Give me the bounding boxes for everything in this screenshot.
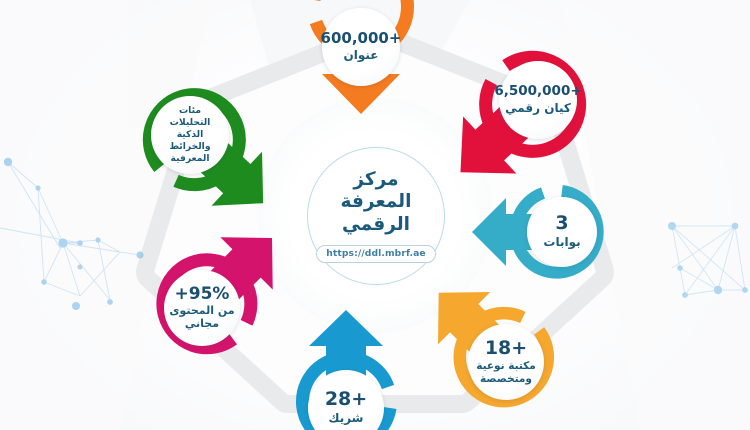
- node-libraries[interactable]: 18+ مكتبة نوعية ومتخصصة: [420, 291, 580, 430]
- node-entities[interactable]: 6,500,000+ كيان رقمي: [450, 40, 600, 185]
- node-analytics-label-line2: التحليلات: [169, 117, 211, 129]
- node-partners-number: 28+: [324, 388, 368, 411]
- node-analytics-label-line5: المعرفية: [170, 152, 210, 164]
- node-free-content-label-line2: مجاني: [184, 316, 220, 330]
- node-free-content-label-line1: من المحتوى: [169, 303, 235, 317]
- node-analytics-label-line4: والخرائط: [169, 140, 211, 152]
- node-libraries-label-line1: مكتبة نوعية: [476, 360, 536, 373]
- node-portals-bubble: 3 بوابات: [527, 197, 597, 267]
- node-free-content-number: +95%: [174, 283, 230, 304]
- network-graph-right: [668, 222, 748, 298]
- node-entities-bubble: 6,500,000+ كيان رقمي: [494, 61, 582, 139]
- node-analytics-bubble: مئات التحليلات الذكية والخرائط المعرفية: [151, 96, 229, 174]
- network-graph-left: [0, 157, 144, 310]
- node-libraries-label: مكتبة نوعية ومتخصصة: [476, 360, 536, 385]
- node-portals-label: بوابات: [543, 235, 581, 250]
- node-free-content-label: من المحتوى مجاني: [169, 303, 235, 331]
- center-url-badge[interactable]: https://ddl.mbrf.ae: [316, 245, 436, 264]
- node-titles-label: عنوان: [343, 48, 379, 63]
- node-analytics-label-line1: مئات: [178, 105, 202, 117]
- node-portals[interactable]: 3 بوابات: [472, 170, 620, 295]
- center-title-line2: المعرفة: [340, 191, 412, 213]
- node-analytics-label-line3: الذكية: [176, 129, 204, 141]
- node-libraries-number: 18+: [484, 337, 528, 360]
- node-portals-number: 3: [555, 212, 569, 235]
- node-titles-bubble: 600,000+ عنوان: [320, 8, 402, 86]
- center-hub: مركز المعرفة الرقمي https://ddl.mbrf.ae: [307, 147, 445, 285]
- node-free-content-bubble: +95% من المحتوى مجاني: [164, 270, 240, 346]
- node-titles-number: 600,000+: [320, 29, 402, 48]
- node-analytics[interactable]: مئات التحليلات الذكية والخرائط المعرفية: [128, 75, 298, 215]
- node-entities-number: 6,500,000+: [494, 83, 582, 100]
- center-title: مركز المعرفة الرقمي: [341, 169, 412, 237]
- node-libraries-bubble: 18+ مكتبة نوعية ومتخصصة: [468, 324, 544, 400]
- center-title-line3: الرقمي: [341, 213, 410, 235]
- node-partners-label: شريك: [328, 411, 364, 426]
- node-free-content[interactable]: +95% من المحتوى مجاني: [140, 237, 305, 385]
- node-entities-label: كيان رقمي: [505, 100, 571, 115]
- node-titles[interactable]: 600,000+ عنوان: [296, 0, 426, 127]
- center-title-line1: مركز: [353, 168, 399, 190]
- node-libraries-label-line2: ومتخصصة: [480, 372, 532, 385]
- node-analytics-label: مئات التحليلات الذكية والخرائط المعرفية: [169, 105, 210, 165]
